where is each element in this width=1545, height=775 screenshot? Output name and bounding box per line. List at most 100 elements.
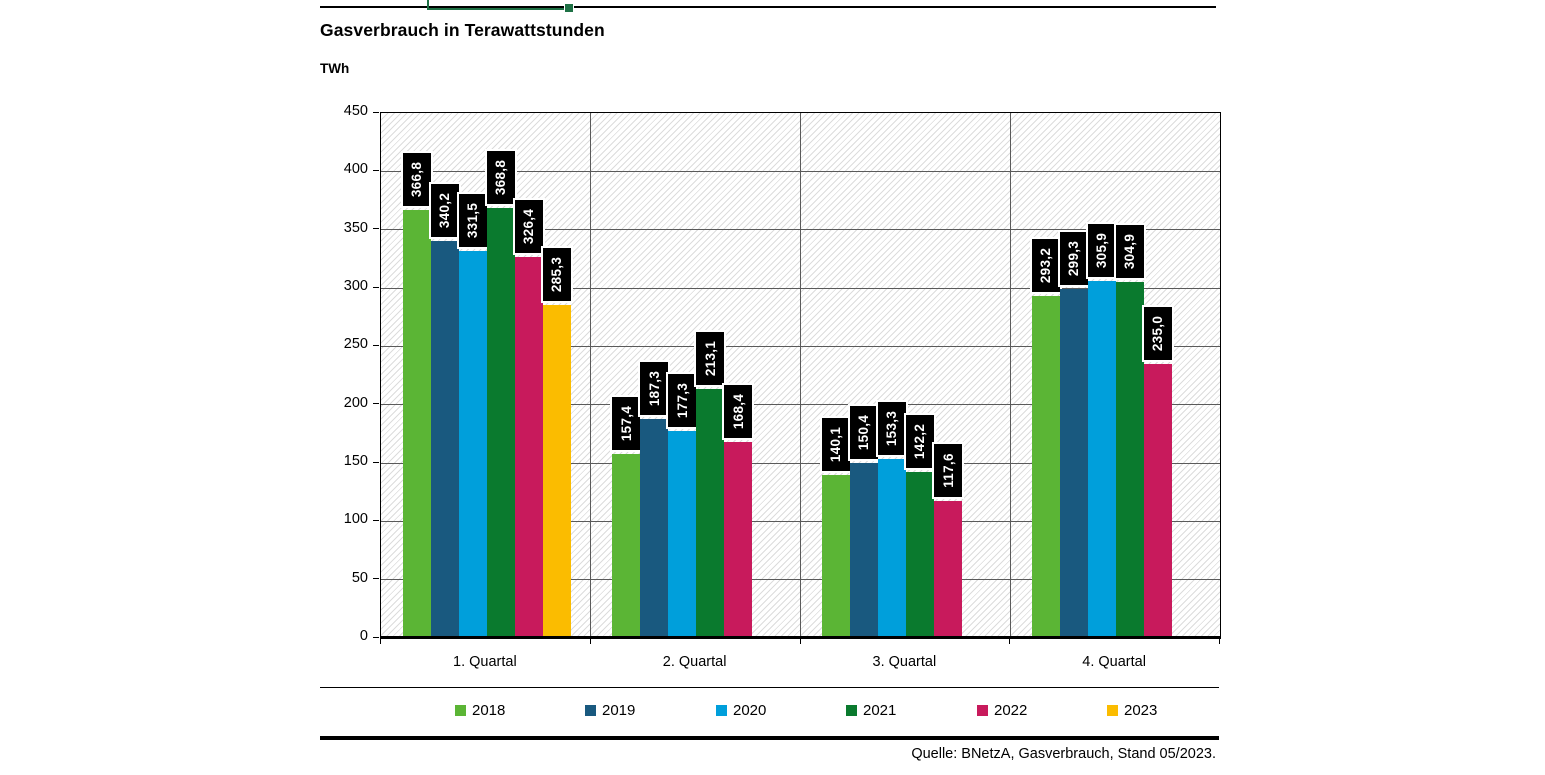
bar-2022-4Quartal[interactable] (1143, 363, 1172, 638)
bar-value-text: 331,5 (465, 203, 481, 239)
legend-label: 2020 (733, 702, 767, 719)
bar-value-text: 299,3 (1066, 240, 1082, 276)
y-tick-mark (373, 403, 379, 405)
bar-value-label: 366,8 (400, 151, 433, 209)
bar-2019-1Quartal[interactable] (430, 241, 459, 638)
bar-value-label: 142,2 (904, 413, 936, 471)
top-border-line (320, 6, 1216, 8)
y-tick-mark (373, 169, 379, 171)
x-tick-mark (799, 639, 801, 644)
bar-value-text: 285,3 (549, 256, 565, 293)
legend-item-2019[interactable]: 2019 (585, 702, 635, 719)
bar-2021-3Quartal[interactable] (906, 472, 934, 638)
y-tick-mark (373, 228, 379, 230)
y-tick-mark (373, 636, 379, 638)
bar-value-text: 140,1 (828, 426, 844, 462)
y-tick-mark (373, 461, 379, 463)
category-separator-line (1009, 113, 1011, 638)
bar-value-text: 117,6 (940, 453, 956, 488)
bar-2019-2Quartal[interactable] (640, 419, 669, 638)
legend-swatch-2021 (846, 705, 857, 716)
bar-2022-1Quartal[interactable] (514, 257, 543, 638)
cell-selection-fill-handle[interactable] (564, 3, 574, 13)
y-tick-mark (373, 286, 379, 288)
bar-value-label: 304,9 (1113, 223, 1146, 281)
bar-2023-1Quartal[interactable] (542, 305, 571, 638)
bar-value-label: 326,4 (512, 198, 545, 256)
legend-divider-line (320, 687, 1219, 688)
legend-item-2018[interactable]: 2018 (455, 702, 505, 719)
legend-item-2023[interactable]: 2023 (1107, 702, 1157, 719)
x-category-label[interactable]: 1. Quartal (453, 654, 517, 670)
bar-2019-4Quartal[interactable] (1059, 288, 1088, 638)
legend-swatch-2018 (455, 705, 466, 716)
y-tick-label: 450 (343, 103, 368, 119)
x-category-label[interactable]: 4. Quartal (1082, 654, 1146, 670)
bar-value-text: 153,3 (884, 410, 900, 447)
legend-item-2022[interactable]: 2022 (977, 702, 1027, 719)
x-tick-mark (1009, 639, 1011, 644)
legend-swatch-2020 (716, 705, 727, 716)
x-tick-mark (1219, 639, 1220, 644)
bar-2022-2Quartal[interactable] (724, 441, 753, 638)
bar-2018-4Quartal[interactable] (1031, 295, 1060, 638)
legend-swatch-2019 (585, 705, 596, 716)
category-separator-line (800, 113, 801, 638)
x-tick-mark (589, 639, 591, 644)
source-note: Quelle: BNetzA, Gasverbrauch, Stand 05/2… (911, 746, 1216, 762)
y-tick-label: 400 (343, 161, 368, 178)
x-category-label[interactable]: 3. Quartal (872, 654, 937, 670)
bar-value-text: 142,2 (912, 423, 928, 460)
bar-value-label: 150,4 (848, 403, 880, 461)
bar-value-label: 168,4 (722, 382, 755, 440)
legend-label: 2018 (472, 702, 506, 719)
bar-2020-4Quartal[interactable] (1087, 281, 1116, 638)
bar-value-label: 140,1 (820, 415, 852, 473)
y-tick-mark (373, 344, 379, 346)
bar-value-label: 331,5 (456, 192, 489, 250)
legend-swatch-2023 (1107, 705, 1118, 716)
bar-value-label: 285,3 (540, 246, 573, 304)
bar-2020-3Quartal[interactable] (878, 459, 906, 638)
legend-label: 2019 (602, 702, 636, 719)
bar-2018-3Quartal[interactable] (822, 474, 850, 638)
bar-2020-1Quartal[interactable] (458, 251, 487, 638)
bar-value-text: 293,2 (1038, 247, 1054, 284)
bar-2018-2Quartal[interactable] (612, 454, 641, 638)
y-tick-label: 100 (343, 511, 368, 528)
legend-item-2021[interactable]: 2021 (846, 702, 896, 719)
bar-2018-1Quartal[interactable] (402, 210, 431, 638)
y-tick-label: 0 (359, 628, 368, 644)
x-tick-mark (380, 639, 381, 644)
y-tick-label: 50 (351, 569, 368, 586)
y-tick-label: 350 (343, 219, 368, 236)
chart-title[interactable]: Gasverbrauch in Terawattstunden (320, 20, 605, 40)
bar-2019-3Quartal[interactable] (850, 462, 878, 638)
y-tick-label: 300 (343, 278, 368, 294)
bar-2021-4Quartal[interactable] (1115, 282, 1144, 638)
bar-value-text: 150,4 (856, 414, 872, 450)
bar-value-text: 177,3 (674, 382, 690, 419)
bar-value-label: 117,6 (932, 441, 964, 499)
bar-2020-2Quartal[interactable] (668, 431, 697, 638)
legend-item-2020[interactable]: 2020 (716, 702, 766, 719)
bar-value-text: 168,4 (730, 393, 746, 429)
x-category-label[interactable]: 2. Quartal (662, 654, 727, 670)
bar-value-text: 305,9 (1094, 232, 1110, 269)
bar-2021-2Quartal[interactable] (696, 389, 725, 638)
bar-value-label: 368,8 (484, 148, 517, 206)
y-tick-label: 200 (343, 394, 368, 411)
category-separator-line (590, 113, 592, 638)
plot-area[interactable]: 366,8 157,4 140,1 293,2 340,2 187,3 150,4 299,3… (380, 112, 1221, 639)
bar-value-text: 235,0 (1150, 315, 1166, 351)
y-tick-mark (373, 111, 379, 113)
bar-value-label: 235,0 (1141, 304, 1174, 362)
bar-value-label: 153,3 (876, 400, 908, 458)
bar-2021-1Quartal[interactable] (486, 207, 515, 638)
bar-value-text: 368,8 (493, 159, 509, 195)
axis-unit-label: TWh (320, 61, 350, 76)
footer-thick-line (320, 736, 1219, 740)
y-tick-mark (373, 578, 379, 580)
bar-2022-3Quartal[interactable] (934, 500, 962, 638)
